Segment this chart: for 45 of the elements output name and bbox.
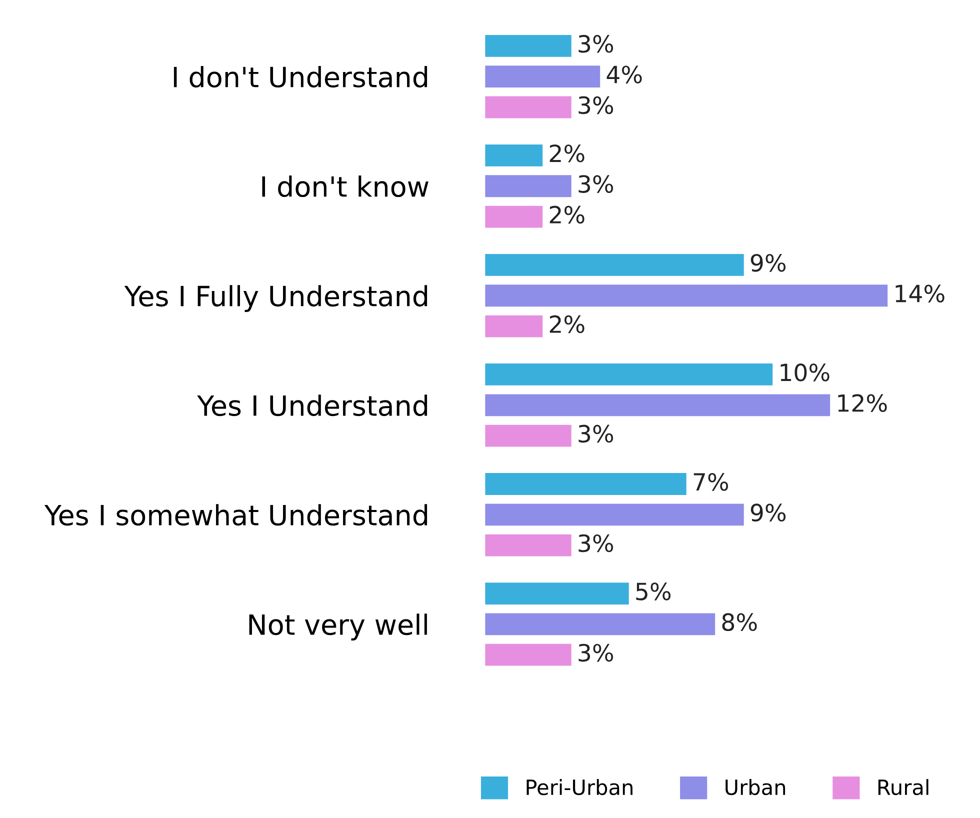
- data-label: 3%: [578, 644, 614, 662]
- bar: [485, 504, 744, 526]
- y-tick-label: Yes I somewhat Understand: [44, 504, 428, 526]
- data-label: 3%: [578, 534, 614, 552]
- data-label: 2%: [550, 315, 584, 334]
- bar: [485, 144, 543, 166]
- y-tick-label: I don't know: [262, 176, 428, 198]
- bar: [485, 582, 629, 604]
- bar: [485, 96, 572, 118]
- data-label: 9%: [750, 504, 786, 522]
- legend-label: Rural: [878, 779, 928, 796]
- legend-label: Urban: [726, 779, 786, 796]
- y-tick-label: Yes I Fully Understand: [124, 285, 428, 312]
- data-label: 4%: [606, 66, 642, 84]
- y-tick-label: Yes I Understand: [197, 394, 428, 416]
- bar: [485, 473, 686, 495]
- bar: [485, 394, 830, 416]
- data-label: 3%: [578, 175, 614, 193]
- bar: [485, 66, 600, 88]
- data-label: 3%: [578, 96, 614, 114]
- data-label: 7%: [694, 472, 728, 491]
- bar: [485, 364, 773, 386]
- bar: [485, 254, 744, 276]
- bar: [485, 315, 543, 338]
- data-label: 8%: [722, 613, 757, 632]
- data-label: 5%: [636, 582, 671, 600]
- bar: [485, 613, 716, 636]
- data-label: 2%: [550, 206, 584, 224]
- bar: [485, 534, 572, 556]
- y-tick-label: I don't Understand: [174, 66, 428, 88]
- bar: [485, 424, 572, 447]
- bar: [485, 644, 572, 666]
- bar: [485, 284, 888, 307]
- bar: [485, 175, 572, 198]
- data-label: 14%: [896, 284, 944, 302]
- y-tick-label: Not very well: [249, 614, 427, 641]
- bar: [485, 206, 543, 228]
- legend-label: Peri-Urban: [526, 779, 632, 796]
- data-label: 10%: [780, 363, 830, 382]
- data-label: 3%: [578, 424, 614, 443]
- data-label: 12%: [838, 394, 887, 412]
- data-label: 3%: [578, 34, 614, 53]
- data-label: 2%: [550, 144, 584, 162]
- data-label: 9%: [750, 254, 786, 272]
- bar: [485, 34, 572, 57]
